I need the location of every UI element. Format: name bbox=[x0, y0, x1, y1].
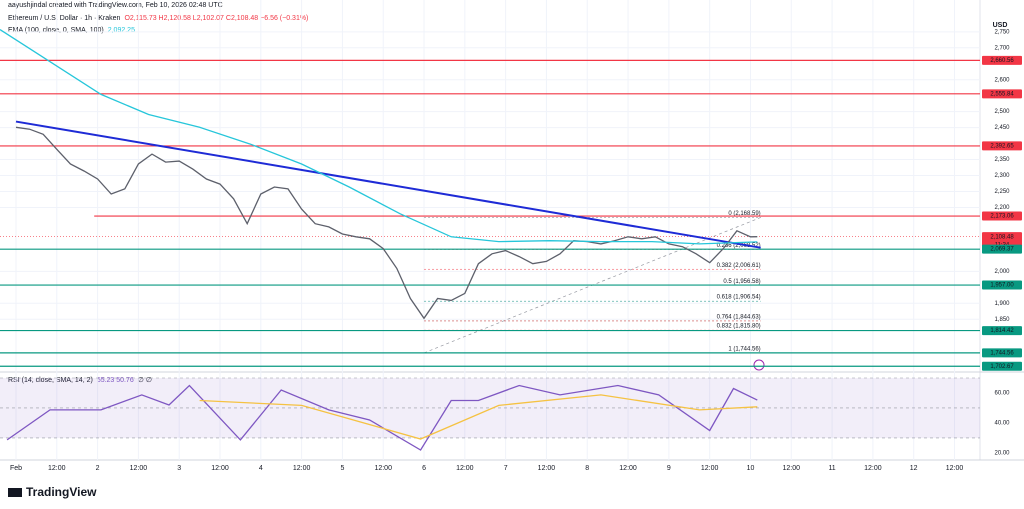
level-label: 2,069.37 bbox=[990, 247, 1014, 253]
x-tick-label: 5 bbox=[340, 465, 344, 472]
level-badge bbox=[982, 244, 1022, 254]
level-label: 1,744.56 bbox=[990, 350, 1014, 356]
y-tick-label: 2,200 bbox=[994, 205, 1010, 211]
level-label: 2,555.84 bbox=[990, 91, 1014, 97]
level-badge bbox=[982, 326, 1022, 336]
y-tick-label: 2,600 bbox=[994, 77, 1010, 83]
x-tick-label: 2 bbox=[96, 465, 100, 472]
ema-legend: EMA (100, close, 0, SMA, 100) 2,092.25 bbox=[8, 27, 139, 34]
y-tick-label: 40.00 bbox=[994, 421, 1010, 427]
x-tick-label: 4 bbox=[259, 465, 263, 472]
y-tick-label: 2,750 bbox=[994, 29, 1010, 35]
rsi-extra: ∅ ∅ bbox=[137, 377, 152, 384]
logo: TradingView bbox=[26, 485, 97, 499]
x-tick-label: 12:00 bbox=[48, 465, 66, 472]
x-tick-label: 3 bbox=[177, 465, 181, 472]
x-tick-label: 12:00 bbox=[374, 465, 392, 472]
level-label: 2,108.48 bbox=[990, 234, 1014, 240]
level-badge bbox=[982, 89, 1022, 99]
currency: USD bbox=[993, 22, 1008, 29]
x-tick-label: 12:00 bbox=[783, 465, 801, 472]
fib-label: 0.618 (1,906.54) bbox=[717, 295, 761, 301]
y-tick-label: 2,450 bbox=[994, 125, 1010, 131]
series-line bbox=[0, 29, 758, 245]
y-tick-label: 2,250 bbox=[994, 189, 1010, 195]
level-label: 2,173.06 bbox=[990, 214, 1014, 220]
level-label: 1,814.42 bbox=[990, 328, 1014, 334]
y-tick-label: 2,500 bbox=[994, 109, 1010, 115]
x-tick-label: 12:00 bbox=[456, 465, 474, 472]
symbol-legend: Ethereum / U.S. Dollar · 1h · Kraken O2,1… bbox=[8, 15, 312, 22]
credit: aayushjindal created with TradingView.co… bbox=[8, 2, 223, 9]
x-tick-label: 12:00 bbox=[211, 465, 229, 472]
y-tick-label: 2,350 bbox=[994, 157, 1010, 163]
event-icon bbox=[753, 359, 765, 371]
rsi-name: RSI (14, close, SMA, 14, 2) bbox=[8, 377, 93, 384]
series-line bbox=[15, 126, 758, 320]
level-label: 1,957.00 bbox=[990, 283, 1014, 289]
ohlc: O2,115.73 H2,120.58 L2,102.07 C2,108.48 … bbox=[124, 15, 309, 22]
y-tick-label: 2,000 bbox=[994, 269, 1010, 275]
level-badge bbox=[982, 348, 1022, 358]
x-tick-label: 11 bbox=[828, 465, 835, 472]
x-tick-label: 12:00 bbox=[864, 465, 882, 472]
fib-label: 0.832 (1,815.80) bbox=[717, 324, 761, 330]
rsi-legend: RSI (14, close, SMA, 14, 2) 55.23 50.76 ∅ … bbox=[8, 376, 156, 384]
level-badge bbox=[982, 141, 1022, 151]
y-tick-label: 20.00 bbox=[994, 451, 1010, 457]
x-tick-label: 12:00 bbox=[130, 465, 148, 472]
x-tick-label: 9 bbox=[667, 465, 671, 472]
x-tick-label: Feb bbox=[10, 465, 22, 472]
x-tick-label: 8 bbox=[585, 465, 589, 472]
fib-label: 0.236 (2,068.52) bbox=[717, 243, 761, 249]
fib-label: 0.764 (1,844.63) bbox=[717, 315, 761, 321]
x-tick-label: 12:00 bbox=[619, 465, 637, 472]
y-tick-label: 1,850 bbox=[994, 317, 1010, 323]
y-tick-label: 2,300 bbox=[994, 173, 1010, 179]
x-tick-label: 12:00 bbox=[701, 465, 719, 472]
level-label: 2,660.56 bbox=[990, 58, 1014, 64]
symbol: Ethereum / U.S. Dollar · 1h · Kraken bbox=[8, 15, 121, 22]
x-tick-label: 10 bbox=[747, 465, 755, 472]
y-tick-label: 1,900 bbox=[994, 301, 1010, 307]
x-tick-label: 7 bbox=[504, 465, 508, 472]
x-tick-label: 12 bbox=[910, 465, 918, 472]
trendline bbox=[15, 120, 761, 249]
y-tick-label: 60.00 bbox=[994, 391, 1010, 397]
rsi-values: 55.23 50.76 bbox=[96, 377, 134, 384]
x-tick-label: 12:00 bbox=[538, 465, 556, 472]
series-line bbox=[6, 384, 758, 451]
fib-label: 1 (1,744.56) bbox=[728, 346, 760, 352]
fib-label: 0.5 (1,956.58) bbox=[723, 279, 760, 285]
series-line bbox=[199, 394, 758, 440]
level-badge bbox=[982, 55, 1022, 65]
level-label: 2,392.65 bbox=[990, 144, 1014, 150]
x-tick-label: 6 bbox=[422, 465, 426, 472]
level-label: 1,702.67 bbox=[990, 364, 1014, 370]
fib-label: 0 (2,168.59) bbox=[728, 211, 760, 217]
logo-icon bbox=[8, 488, 22, 497]
level-badge bbox=[982, 211, 1022, 221]
level-badge bbox=[982, 361, 1022, 371]
ema-value: 2,092.25 bbox=[107, 27, 135, 34]
ema-name: EMA (100, close, 0, SMA, 100) bbox=[8, 27, 104, 34]
rsi-band bbox=[0, 377, 980, 438]
fib-label: 0.382 (2,006.61) bbox=[717, 263, 761, 269]
x-tick-label: 12:00 bbox=[946, 465, 964, 472]
x-tick-label: 12:00 bbox=[293, 465, 311, 472]
y-tick-label: 2,700 bbox=[994, 45, 1010, 51]
level-badge bbox=[982, 280, 1022, 290]
